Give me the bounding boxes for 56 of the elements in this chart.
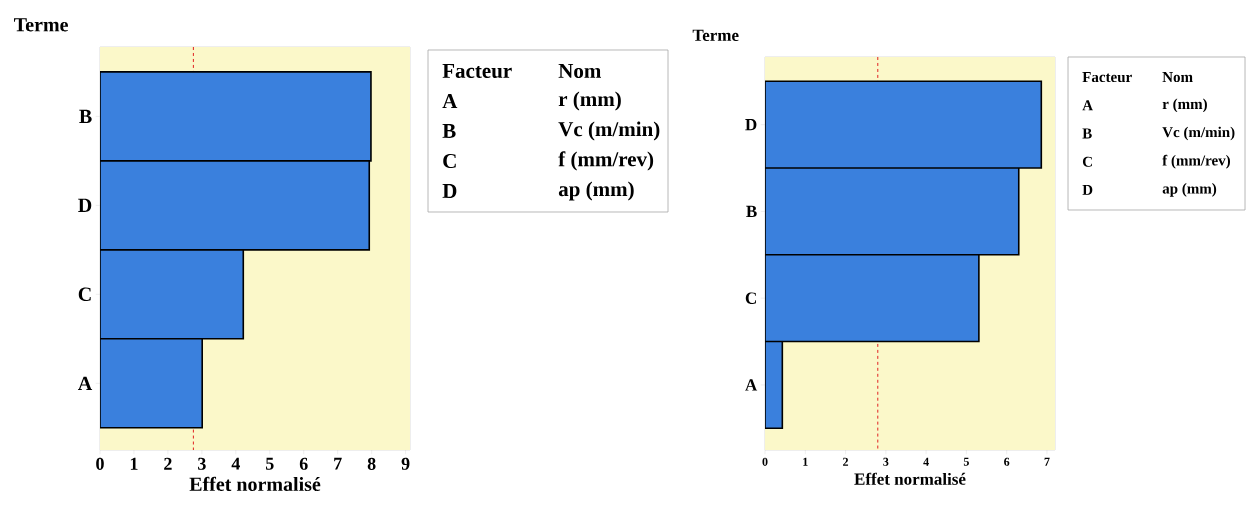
y-tick-label: D: [78, 198, 92, 212]
x-tick-label: 7: [334, 457, 342, 470]
x-axis-title: Effet normalisé: [854, 472, 966, 485]
x-tick-label: 1: [130, 457, 138, 470]
text: Facteur: [1082, 72, 1132, 83]
text: B: [442, 124, 456, 138]
text: ap (mm): [558, 181, 634, 201]
x-tick-label: 1: [803, 457, 808, 466]
text: Facteur: [442, 63, 512, 78]
bar: [100, 338, 203, 429]
x-axis-title: Effet normalisé: [189, 476, 321, 492]
y-tick-label: B: [79, 109, 92, 123]
x-tick-label: 3: [883, 457, 889, 466]
x-tick-label: 5: [963, 457, 969, 466]
text: r (mm): [1162, 98, 1207, 113]
x-tick-label: 5: [265, 457, 274, 470]
text: Vc (m/min): [1162, 126, 1235, 141]
text: Vc (m/min): [558, 121, 660, 141]
x-tick-label: 4: [923, 457, 929, 466]
y-tick-label: D: [745, 119, 757, 131]
x-tick-label: 9: [401, 457, 410, 470]
bar: [100, 71, 372, 162]
x-tick-label: 6: [1004, 457, 1010, 466]
y-tick-label: B: [746, 205, 757, 218]
text: A: [1082, 100, 1093, 111]
text: C: [443, 153, 456, 169]
x-tick-label: 8: [367, 457, 376, 470]
y-axis-title: Terme: [14, 18, 68, 32]
x-tick-label: 7: [1044, 457, 1050, 466]
text: Nom: [558, 64, 602, 78]
bar: [100, 160, 371, 251]
bar: [100, 249, 245, 340]
x-tick-label: 0: [762, 457, 768, 466]
text: A: [442, 94, 458, 108]
text: Nom: [1162, 72, 1193, 83]
y-tick-label: C: [745, 292, 756, 304]
bar: [765, 167, 1020, 256]
x-tick-label: 2: [843, 457, 849, 466]
y-axis-title: Terme: [692, 29, 739, 42]
text: D: [442, 184, 457, 198]
text: C: [1082, 156, 1092, 167]
x-tick-label: 2: [164, 457, 172, 470]
bar: [765, 80, 1043, 169]
x-tick-label: 0: [96, 457, 104, 470]
text: B: [1082, 128, 1092, 139]
text: D: [1082, 184, 1093, 195]
text: f (mm/rev): [1162, 154, 1231, 169]
text: ap (mm): [1162, 183, 1217, 197]
y-tick-label: A: [745, 379, 758, 391]
text: r (mm): [558, 91, 621, 111]
y-tick-label: C: [78, 287, 91, 302]
y-tick-label: A: [77, 376, 93, 390]
x-tick-label: 6: [299, 457, 308, 470]
x-tick-label: 3: [198, 457, 206, 470]
text: f (mm/rev): [558, 151, 654, 171]
x-tick-label: 4: [231, 457, 240, 470]
